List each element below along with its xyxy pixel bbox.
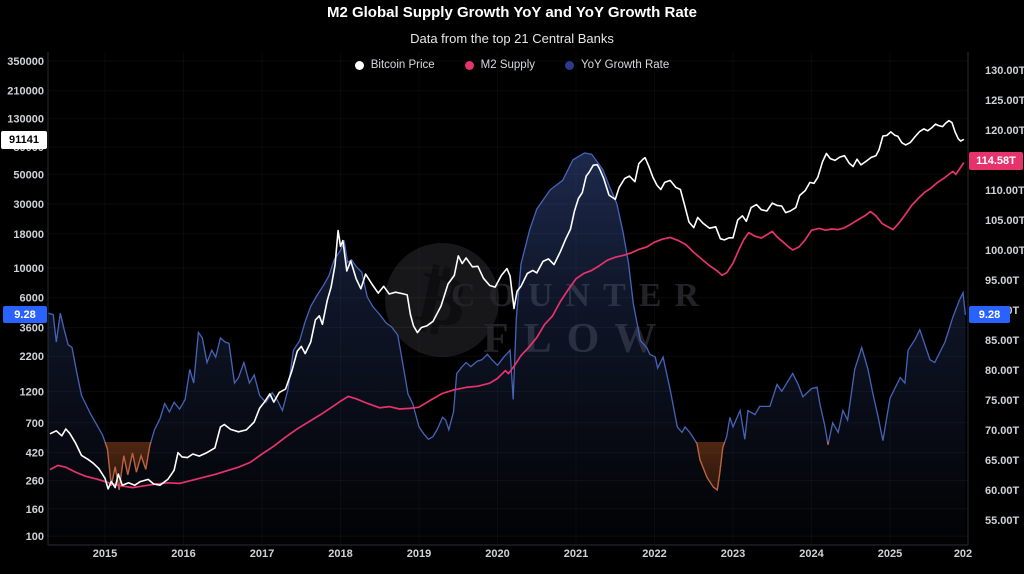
legend-dot-bitcoin-price-icon	[354, 60, 364, 70]
left-axis-label[interactable]: 210000	[7, 86, 44, 98]
yoy-growth-line	[48, 152, 967, 492]
legend: Bitcoin Price M2 Supply YoY Growth Rate	[0, 59, 1024, 71]
right-axis-label[interactable]: 130.00T	[985, 65, 1024, 77]
x-axis-label[interactable]: 202	[954, 548, 972, 560]
left-axis-label[interactable]: 100	[26, 531, 44, 543]
m2-supply-line	[49, 162, 965, 489]
left-axis-label[interactable]: 30000	[13, 199, 44, 211]
x-axis-label[interactable]: 2018	[328, 548, 352, 560]
yoy-negative-area	[48, 442, 966, 490]
right-axis-label[interactable]: 120.00T	[985, 125, 1024, 137]
legend-item-bitcoin-price[interactable]: Bitcoin Price	[354, 59, 435, 71]
left-axis-label[interactable]: 130000	[7, 114, 44, 126]
chart-title: M2 Global Supply Growth YoY and YoY Grow…	[326, 4, 698, 21]
left-axis-label[interactable]: 260	[26, 476, 44, 488]
right-axis-label[interactable]: 70.00T	[985, 425, 1020, 437]
legend-dot-yoy-growth-rate-icon	[565, 60, 575, 70]
yoy-value-axis-badge-left: 9.28	[3, 306, 47, 323]
legend-label: Bitcoin Price	[370, 59, 435, 71]
x-axis-label[interactable]: 2017	[250, 548, 274, 560]
x-axis-label[interactable]: 2016	[171, 548, 195, 560]
bitcoin-logo-icon: ₿	[385, 243, 499, 357]
left-axis-label[interactable]: 10000	[13, 263, 44, 275]
x-axis-label[interactable]: 2021	[564, 548, 588, 560]
right-axis-label[interactable]: 55.00T	[985, 515, 1020, 527]
right-axis-label[interactable]: 95.00T	[985, 275, 1020, 287]
left-axis-label[interactable]: 18000	[13, 229, 44, 241]
chart-header: M2 Global Supply Growth YoY and YoY Grow…	[0, 0, 1024, 71]
left-axis-label[interactable]: 2200	[20, 351, 44, 363]
right-axis-label[interactable]: 125.00T	[985, 95, 1024, 107]
m2-value-axis-badge: 114.58T	[969, 152, 1023, 170]
legend-label: M2 Supply	[480, 59, 536, 71]
x-axis-label[interactable]: 2023	[721, 548, 745, 560]
chart-subtitle: Data from the top 21 Central Banks	[410, 31, 614, 46]
right-axis-label[interactable]: 105.00T	[985, 215, 1024, 227]
right-axis-label[interactable]: 100.00T	[985, 245, 1024, 257]
x-axis-label[interactable]: 2024	[799, 548, 824, 560]
left-axis-label[interactable]: 160	[26, 504, 44, 516]
left-axis-label[interactable]: 420	[26, 448, 44, 460]
yoy-value-axis-badge-right: 9.28	[969, 306, 1010, 323]
right-axis-label[interactable]: 60.00T	[985, 485, 1020, 497]
right-axis-label[interactable]: 80.00T	[985, 365, 1020, 377]
x-axis-label[interactable]: 2020	[485, 548, 509, 560]
x-axis-label[interactable]: 2015	[93, 548, 117, 560]
bitcoin-price-line	[49, 119, 965, 490]
right-axis-label[interactable]: 110.00T	[985, 185, 1024, 197]
x-axis-label[interactable]: 2022	[642, 548, 666, 560]
btc-price-axis-badge: 91141	[1, 131, 47, 149]
left-axis-label[interactable]: 50000	[13, 169, 44, 181]
x-axis-label[interactable]: 2025	[878, 548, 902, 560]
left-axis-label[interactable]: 6000	[20, 293, 44, 305]
left-axis-label[interactable]: 700	[26, 418, 44, 430]
legend-label: YoY Growth Rate	[581, 59, 670, 71]
axis-frame	[47, 52, 969, 546]
legend-item-m2-supply[interactable]: M2 Supply	[464, 59, 536, 71]
legend-dot-m2-supply-icon	[464, 60, 474, 70]
right-axis-label[interactable]: 65.00T	[985, 455, 1020, 467]
legend-item-yoy-growth-rate[interactable]: YoY Growth Rate	[565, 59, 669, 71]
x-axis-label[interactable]: 2019	[407, 548, 431, 560]
left-axis-label[interactable]: 1200	[20, 386, 44, 398]
yoy-growth-area	[48, 152, 966, 545]
right-axis-label[interactable]: 75.00T	[985, 395, 1020, 407]
left-axis-label[interactable]: 350000	[7, 56, 44, 68]
left-axis-label[interactable]: 3600	[20, 323, 44, 335]
right-axis-label[interactable]: 85.00T	[985, 335, 1020, 347]
